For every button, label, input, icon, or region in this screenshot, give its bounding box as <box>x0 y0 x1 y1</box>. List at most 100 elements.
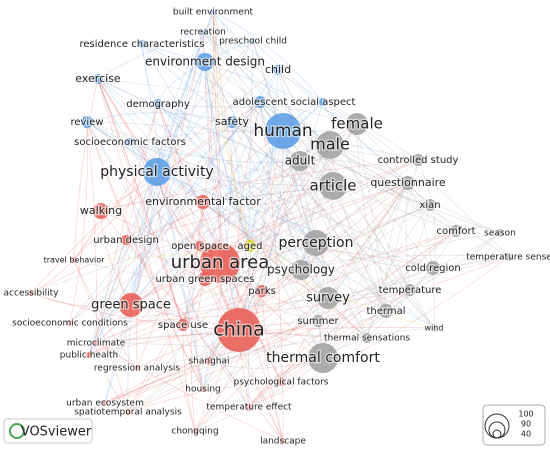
edge <box>97 78 334 187</box>
node-label: child <box>265 63 291 76</box>
edge <box>322 101 510 258</box>
edge <box>100 210 284 442</box>
edge <box>194 290 263 432</box>
edge <box>261 204 431 292</box>
edge <box>69 121 88 324</box>
edge <box>95 182 409 344</box>
node-label: psychology <box>267 263 335 277</box>
edge <box>156 61 206 173</box>
node-label: thermal comfort <box>266 350 380 366</box>
node-label: accessibility <box>4 289 60 299</box>
edge <box>194 182 409 432</box>
edge <box>30 292 132 308</box>
node <box>273 65 283 75</box>
node-label: parks <box>248 286 276 297</box>
node-label: adult <box>285 154 316 168</box>
node-label: thermal sensations <box>324 334 410 344</box>
edge <box>356 123 387 312</box>
edge <box>259 101 284 442</box>
legend-label: 40 <box>521 430 531 439</box>
node <box>505 253 513 261</box>
node <box>430 324 438 332</box>
edge <box>300 232 501 271</box>
edge <box>252 40 324 359</box>
node <box>250 38 256 44</box>
edge <box>104 256 510 404</box>
edge <box>202 297 329 390</box>
node-label: environment design <box>145 55 265 69</box>
edge <box>315 242 368 339</box>
node-label: female <box>331 115 383 133</box>
edge <box>136 327 435 369</box>
edge <box>86 121 334 187</box>
edge <box>69 130 284 324</box>
node-label: cold region <box>405 263 461 274</box>
edge <box>385 182 409 312</box>
edge <box>261 290 282 383</box>
node-label: comfort <box>436 226 475 237</box>
edge <box>204 278 284 442</box>
node <box>196 53 214 71</box>
edge <box>238 101 324 331</box>
edge <box>125 239 250 408</box>
node <box>93 340 99 346</box>
edge <box>238 69 279 331</box>
edge <box>127 381 282 413</box>
edge <box>97 78 240 331</box>
edge <box>194 337 368 432</box>
node-label: urban design <box>93 235 159 246</box>
node-label: open space <box>171 241 228 252</box>
edge <box>212 11 411 291</box>
node <box>404 284 416 296</box>
node <box>86 352 92 358</box>
edge <box>73 259 129 413</box>
node-label: shanghai <box>188 357 229 367</box>
node <box>138 40 146 48</box>
edge <box>97 31 204 80</box>
edge <box>136 230 457 369</box>
node-label: built environment <box>173 8 254 18</box>
node-label: adolescent <box>233 97 288 108</box>
edge <box>366 230 457 339</box>
edge <box>97 78 184 326</box>
edge <box>86 121 302 271</box>
edge <box>248 256 510 408</box>
node-label: safety <box>215 115 249 128</box>
edge <box>157 103 240 331</box>
brand: VOSviewer <box>3 418 93 444</box>
node <box>67 320 73 326</box>
node <box>277 378 285 386</box>
node <box>93 203 109 219</box>
edge <box>329 144 431 206</box>
node <box>496 229 504 237</box>
edge <box>277 69 457 232</box>
edge <box>202 201 368 339</box>
edge <box>322 101 411 291</box>
edge <box>127 171 158 413</box>
node <box>210 9 216 15</box>
edge <box>157 103 282 383</box>
edge <box>202 204 431 390</box>
node-label: survey <box>306 291 350 306</box>
node <box>200 386 206 392</box>
edge <box>204 61 240 331</box>
edge <box>30 292 240 331</box>
edge <box>356 123 387 312</box>
node <box>317 287 339 309</box>
edge <box>97 78 358 125</box>
edge <box>130 160 301 306</box>
edge <box>329 144 387 312</box>
edge <box>100 210 263 292</box>
edge <box>86 121 250 408</box>
edge <box>88 230 457 356</box>
node <box>125 409 131 415</box>
edge <box>100 101 261 212</box>
node-label: regression analysis <box>94 364 180 374</box>
node-label: aged <box>238 241 263 252</box>
node-label: china <box>213 319 264 341</box>
edge <box>194 160 301 432</box>
edge <box>86 121 387 312</box>
edge <box>157 103 317 244</box>
edge <box>130 61 206 306</box>
edge <box>86 121 204 390</box>
